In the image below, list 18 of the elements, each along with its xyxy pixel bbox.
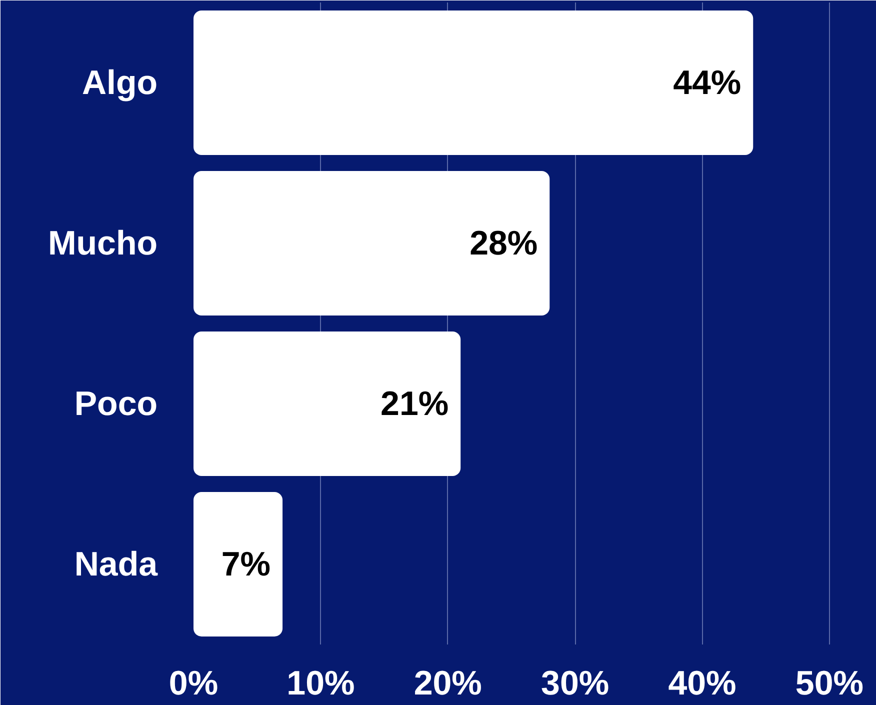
bar — [194, 332, 461, 476]
x-tick-label: 50% — [795, 664, 864, 702]
data-label: 28% — [470, 224, 538, 262]
y-tick-label: Poco — [74, 384, 158, 423]
y-tick-label: Mucho — [48, 224, 158, 262]
x-tick-label: 0% — [168, 664, 218, 702]
bar — [194, 10, 754, 155]
bar — [194, 492, 283, 636]
x-tick-label: 30% — [541, 664, 610, 702]
data-label: 21% — [380, 384, 449, 423]
bar — [194, 171, 550, 316]
x-tick-label: 10% — [286, 664, 355, 702]
x-tick-label: 20% — [414, 664, 482, 702]
data-label: 44% — [673, 64, 742, 102]
data-label: 7% — [221, 545, 271, 584]
y-tick-label: Nada — [74, 545, 159, 584]
y-tick-label: Algo — [82, 64, 158, 102]
x-tick-label: 40% — [668, 664, 736, 702]
